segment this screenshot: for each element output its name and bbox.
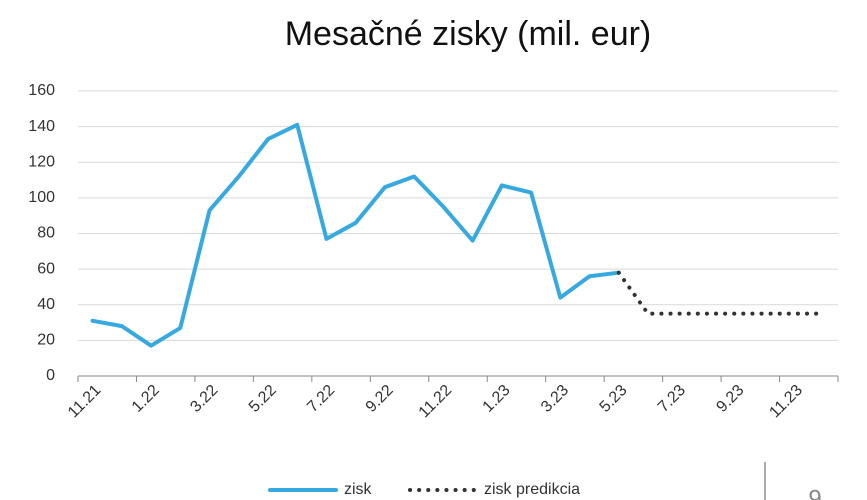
x-tick-label: 7.22 xyxy=(304,382,338,416)
x-tick-label: 5.23 xyxy=(597,382,631,416)
y-tick-label: 0 xyxy=(46,367,55,384)
x-tick-label: 11.22 xyxy=(416,382,456,422)
legend-label: zisk predikcia xyxy=(484,481,580,498)
legend-label: zisk xyxy=(344,481,373,498)
chart-title: Mesačné zisky (mil. eur) xyxy=(285,15,652,53)
x-tick-label: 3.23 xyxy=(538,382,572,416)
x-tick-label: 11.23 xyxy=(766,382,806,422)
y-tick-label: 20 xyxy=(37,332,55,349)
x-tick-label: 11.21 xyxy=(65,382,105,422)
y-tick-label: 80 xyxy=(37,225,55,242)
data-line xyxy=(616,270,826,316)
x-tick-label: 1.23 xyxy=(480,382,514,416)
y-tick-label: 40 xyxy=(37,296,55,313)
y-tick-label: 120 xyxy=(28,153,55,170)
x-tick-label: 5.22 xyxy=(246,382,280,416)
y-tick-label: 140 xyxy=(28,118,55,135)
y-tick-label: 160 xyxy=(28,82,55,99)
y-tick-label: 60 xyxy=(37,260,55,277)
x-tick-label: 7.23 xyxy=(655,382,689,416)
x-tick-label: 9.23 xyxy=(713,382,747,416)
x-tick-label: 3.22 xyxy=(187,382,221,416)
y-tick-label: 100 xyxy=(28,189,55,206)
page-number: 9 xyxy=(808,485,821,500)
x-tick-label: 9.22 xyxy=(363,382,397,416)
data-line xyxy=(90,122,621,348)
x-tick-label: 1.22 xyxy=(129,382,163,416)
